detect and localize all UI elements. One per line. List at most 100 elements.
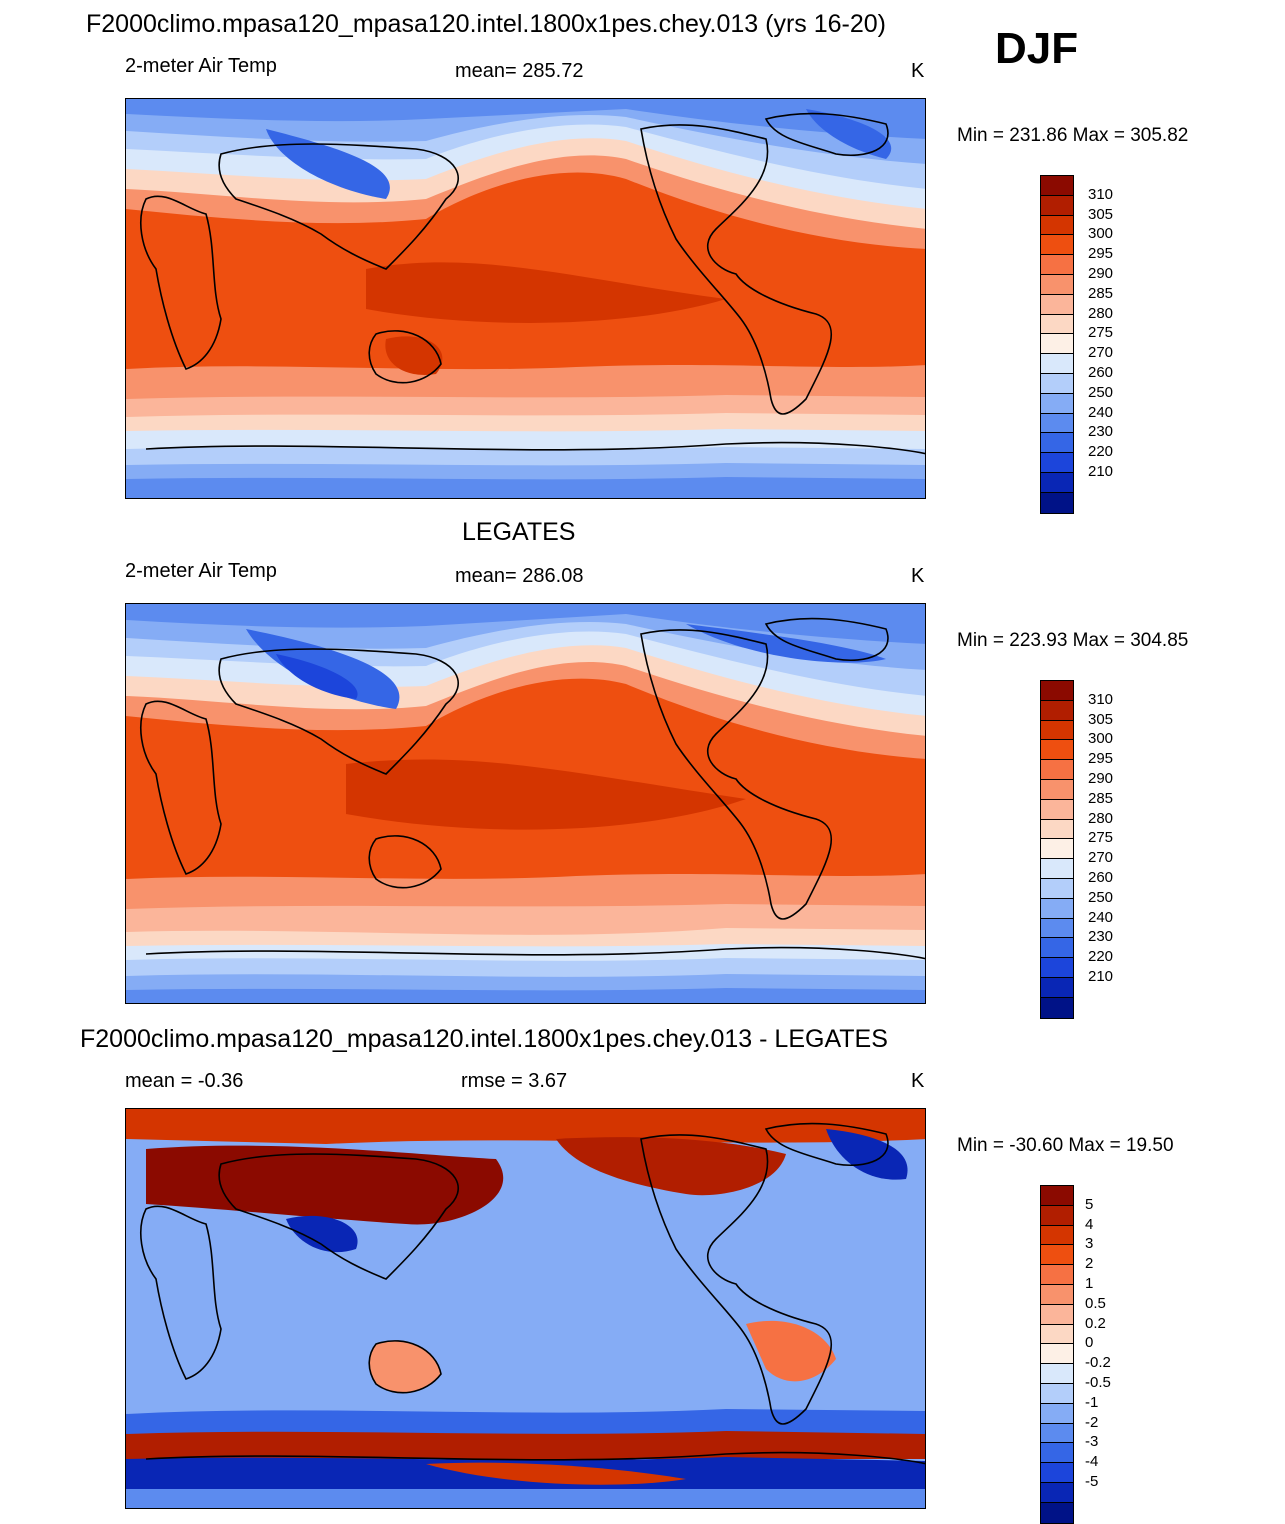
colorbar-swatch bbox=[1041, 997, 1073, 1018]
colorbar-tick-label: 300 bbox=[1088, 730, 1114, 748]
colorbar-tick-label: 0.2 bbox=[1085, 1314, 1106, 1332]
colorbar-tick-label: 240 bbox=[1088, 908, 1114, 926]
colorbar-swatch bbox=[1041, 1225, 1073, 1246]
colorbar-tick-label: 285 bbox=[1088, 284, 1114, 302]
colorbar-tick-label: 230 bbox=[1088, 423, 1114, 441]
colorbar-tick-label: 250 bbox=[1088, 888, 1114, 906]
model-temperature-map bbox=[125, 98, 926, 499]
panel-diff-title: F2000climo.mpasa120_mpasa120.intel.1800x… bbox=[80, 1025, 888, 1053]
colorbar-difference bbox=[1040, 1185, 1074, 1524]
colorbar-tick-label: 250 bbox=[1088, 383, 1114, 401]
colorbar-swatch bbox=[1041, 235, 1073, 256]
colorbar-tick-label: -3 bbox=[1085, 1433, 1099, 1451]
colorbar-swatch bbox=[1041, 1482, 1073, 1503]
colorbar-swatch bbox=[1041, 1443, 1073, 1464]
colorbar-tick-label: 220 bbox=[1088, 443, 1114, 461]
panel-obs-variable-label: 2-meter Air Temp bbox=[125, 560, 277, 582]
colorbar-tick-label: 260 bbox=[1088, 869, 1114, 886]
colorbar-swatch bbox=[1041, 354, 1073, 374]
colorbar-tick-label: 3 bbox=[1085, 1235, 1094, 1253]
colorbar-swatch bbox=[1041, 839, 1073, 860]
colorbar-swatch bbox=[1041, 1364, 1073, 1384]
colorbar-swatch bbox=[1041, 472, 1073, 493]
colorbar-tick-label: 295 bbox=[1088, 245, 1114, 263]
colorbar-swatch bbox=[1041, 740, 1073, 761]
panel-diff-rmse-label: rmse = 3.67 bbox=[461, 1070, 568, 1092]
colorbar-swatch bbox=[1041, 413, 1073, 434]
colorbar-swatch bbox=[1041, 1265, 1073, 1285]
colorbar-swatch bbox=[1041, 274, 1073, 295]
colorbar-tick-label: 280 bbox=[1088, 809, 1114, 827]
colorbar-swatch bbox=[1041, 453, 1073, 473]
panel-diff-mean-label: mean = -0.36 bbox=[125, 1070, 244, 1092]
colorbar-swatch bbox=[1041, 938, 1073, 959]
panel-obs-title: LEGATES bbox=[462, 518, 576, 546]
colorbar-tick-label: -1 bbox=[1085, 1393, 1099, 1411]
colorbar-swatch bbox=[1041, 294, 1073, 315]
colorbar-swatch bbox=[1041, 799, 1073, 820]
colorbar-model bbox=[1040, 175, 1074, 514]
colorbar-tick-label: 5 bbox=[1085, 1195, 1094, 1213]
colorbar-swatch bbox=[1041, 720, 1073, 741]
colorbar-swatch bbox=[1041, 334, 1073, 355]
colorbar-swatch bbox=[1041, 492, 1073, 513]
season-label: DJF bbox=[995, 24, 1079, 73]
panel-model-units: K bbox=[911, 60, 925, 82]
colorbar-swatch bbox=[1041, 1324, 1073, 1345]
colorbar-tick-label: 285 bbox=[1088, 789, 1114, 807]
colorbar-swatch bbox=[1041, 1344, 1073, 1365]
colorbar-tick-label: 260 bbox=[1088, 364, 1114, 381]
colorbar-tick-label: 270 bbox=[1088, 849, 1114, 867]
panel-model-minmax: Min = 231.86 Max = 305.82 bbox=[957, 125, 1189, 146]
colorbar-swatch bbox=[1041, 1304, 1073, 1325]
colorbar-tick-label: 4 bbox=[1085, 1215, 1094, 1233]
panel-obs-mean-label: mean= 286.08 bbox=[455, 565, 584, 587]
colorbar-tick-label: 210 bbox=[1088, 968, 1114, 985]
colorbar-tick-label: 1 bbox=[1085, 1275, 1094, 1292]
colorbar-swatch bbox=[1041, 1205, 1073, 1226]
colorbar-swatch bbox=[1041, 393, 1073, 414]
colorbar-swatch bbox=[1041, 918, 1073, 939]
colorbar-swatch bbox=[1041, 1502, 1073, 1523]
colorbar-swatch bbox=[1041, 681, 1073, 701]
colorbar-tick-label: -5 bbox=[1085, 1473, 1099, 1490]
colorbar-tick-label: 305 bbox=[1088, 710, 1114, 728]
colorbar-swatch bbox=[1041, 819, 1073, 840]
colorbar-swatch bbox=[1041, 977, 1073, 998]
colorbar-tick-label: 310 bbox=[1088, 690, 1114, 708]
colorbar-swatch bbox=[1041, 878, 1073, 899]
colorbar-swatch bbox=[1041, 1383, 1073, 1404]
colorbar-tick-label: -2 bbox=[1085, 1413, 1099, 1431]
colorbar-swatch bbox=[1041, 314, 1073, 335]
colorbar-swatch bbox=[1041, 433, 1073, 454]
colorbar-tick-label: 0.5 bbox=[1085, 1294, 1106, 1312]
panel-diff-units: K bbox=[911, 1070, 925, 1092]
obs-temperature-map bbox=[125, 603, 926, 1004]
colorbar-tick-label: 290 bbox=[1088, 265, 1114, 282]
colorbar-tick-label: -0.2 bbox=[1085, 1354, 1111, 1372]
colorbar-tick-label: 240 bbox=[1088, 403, 1114, 421]
colorbar-obs bbox=[1040, 680, 1074, 1019]
colorbar-tick-label: 220 bbox=[1088, 948, 1114, 966]
colorbar-swatch bbox=[1041, 1186, 1073, 1206]
colorbar-tick-label: 305 bbox=[1088, 205, 1114, 223]
panel-diff-minmax: Min = -30.60 Max = 19.50 bbox=[957, 1135, 1174, 1156]
colorbar-tick-label: 230 bbox=[1088, 928, 1114, 946]
colorbar-swatch bbox=[1041, 176, 1073, 196]
colorbar-swatch bbox=[1041, 255, 1073, 275]
colorbar-swatch bbox=[1041, 215, 1073, 236]
colorbar-tick-label: 310 bbox=[1088, 185, 1114, 203]
panel-obs-units: K bbox=[911, 565, 925, 587]
colorbar-tick-label: 270 bbox=[1088, 344, 1114, 362]
colorbar-tick-label: 0 bbox=[1085, 1334, 1094, 1352]
colorbar-swatch bbox=[1041, 1403, 1073, 1424]
colorbar-swatch bbox=[1041, 779, 1073, 800]
panel-model-mean-label: mean= 285.72 bbox=[455, 60, 584, 82]
colorbar-tick-label: 290 bbox=[1088, 770, 1114, 787]
colorbar-swatch bbox=[1041, 1284, 1073, 1305]
colorbar-swatch bbox=[1041, 1245, 1073, 1266]
colorbar-tick-label: -4 bbox=[1085, 1453, 1099, 1471]
panel-model-title: F2000climo.mpasa120_mpasa120.intel.1800x… bbox=[86, 10, 887, 38]
colorbar-swatch bbox=[1041, 700, 1073, 721]
colorbar-tick-label: 300 bbox=[1088, 225, 1114, 243]
